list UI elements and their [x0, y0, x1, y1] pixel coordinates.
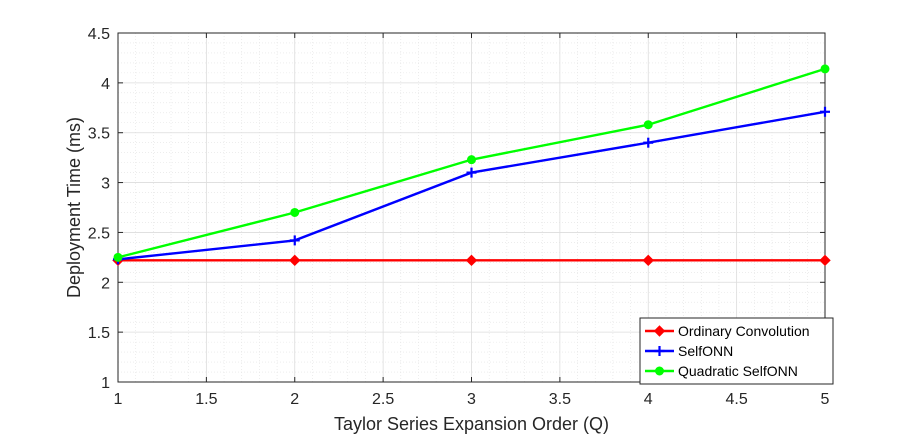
x-tick-label: 2 [290, 391, 299, 408]
series-2-point [289, 235, 300, 246]
x-tick-label: 5 [821, 391, 830, 408]
x-axis-label: Taylor Series Expansion Order (Q) [334, 414, 609, 434]
legend-label: Quadratic SelfONN [678, 363, 798, 379]
series-1-point [289, 254, 301, 267]
x-tick-label: 4.5 [726, 391, 748, 408]
series-2-point [643, 137, 654, 148]
x-tick-label: 1.5 [195, 391, 217, 408]
legend-label: Ordinary Convolution [678, 323, 810, 339]
y-tick-label: 2.5 [88, 225, 110, 242]
x-tick-label: 2.5 [372, 391, 394, 408]
minor-grid [118, 33, 825, 382]
legend-item-3: Quadratic SelfONN [645, 363, 798, 379]
x-tick-labels: 1 1.5 2 2.5 3 3.5 4 4.5 5 [114, 391, 830, 408]
series-3-point [643, 120, 653, 130]
series-3-point [290, 207, 300, 217]
series-3-point [820, 64, 830, 74]
legend-item-2: SelfONN [645, 343, 733, 359]
legend-swatch-marker [653, 325, 666, 337]
legend-swatch-marker [654, 346, 665, 356]
series-2-point [466, 167, 477, 178]
x-tick-label: 3 [467, 391, 476, 408]
x-tick-label: 4 [644, 391, 653, 408]
y-tick-label: 4.5 [88, 26, 110, 43]
legend-label: SelfONN [678, 343, 733, 359]
series-3 [113, 64, 830, 262]
legend-item-1: Ordinary Convolution [645, 323, 810, 339]
legend-swatch-marker [655, 366, 664, 376]
series-1-point [465, 254, 478, 267]
y-tick-label: 1.5 [88, 325, 110, 342]
x-tick-label: 3.5 [549, 391, 571, 408]
y-tick-label: 3 [101, 176, 110, 193]
series-layer [112, 64, 831, 267]
legend: Ordinary Convolution SelfONN Quadratic Sel… [639, 317, 834, 385]
series-3-point [113, 252, 123, 262]
series-1-point [819, 254, 831, 267]
series-1 [112, 254, 831, 267]
series-2-point [820, 106, 830, 117]
y-tick-label: 2 [101, 275, 110, 292]
x-tick-label: 1 [114, 391, 123, 408]
y-tick-label: 3.5 [88, 126, 110, 143]
y-axis-label: Deployment Time (ms) [64, 117, 84, 298]
series-1-point [642, 254, 654, 267]
y-tick-labels: 1 1.5 2 2.5 3 3.5 4 4.5 [88, 26, 110, 392]
y-tick-label: 1 [101, 375, 110, 392]
y-tick-label: 4 [101, 76, 110, 93]
series-3-point [467, 155, 476, 165]
